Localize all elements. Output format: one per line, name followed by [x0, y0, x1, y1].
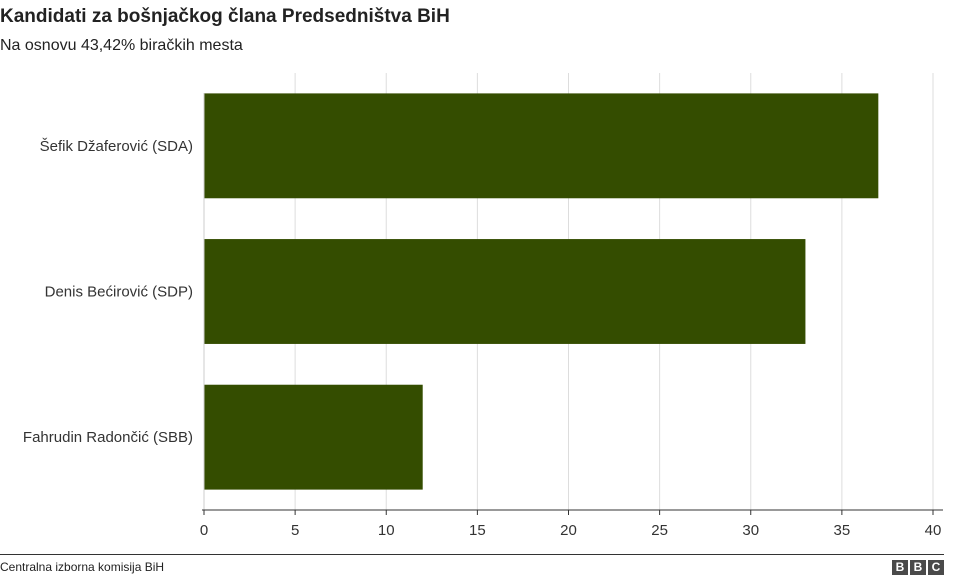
bar — [204, 239, 806, 344]
chart-subtitle: Na osnovu 43,42% biračkih mesta — [0, 37, 243, 54]
category-label: Fahrudin Radončić (SBB) — [23, 429, 193, 446]
bar — [204, 384, 423, 490]
bar-chart: Šefik Džaferović (SDA) Denis Bećirović (S… — [23, 73, 943, 539]
x-tick-label: 25 — [651, 522, 668, 539]
bbc-logo: B B C — [892, 560, 944, 575]
source-note: Centralna izborna komisija BiH — [0, 560, 165, 574]
category-label: Šefik Džaferović (SDA) — [40, 138, 193, 155]
x-tick-label: 35 — [834, 522, 851, 539]
x-tick-label: 40 — [925, 522, 942, 539]
x-tick-label: 5 — [291, 522, 299, 539]
x-tick-label: 0 — [200, 522, 208, 539]
x-tick-label: 30 — [742, 522, 759, 539]
logo-letter: B — [910, 560, 926, 575]
x-tick-label: 15 — [469, 522, 486, 539]
x-tick-label: 10 — [378, 522, 395, 539]
bar — [204, 93, 879, 199]
logo-letter: B — [892, 560, 908, 575]
footer-divider — [0, 554, 944, 555]
x-tick-label: 20 — [560, 522, 577, 539]
chart-title: Kandidati za bošnjačkog člana Predsedniš… — [0, 6, 450, 27]
category-label: Denis Bećirović (SDP) — [45, 284, 193, 301]
logo-letter: C — [928, 560, 944, 575]
